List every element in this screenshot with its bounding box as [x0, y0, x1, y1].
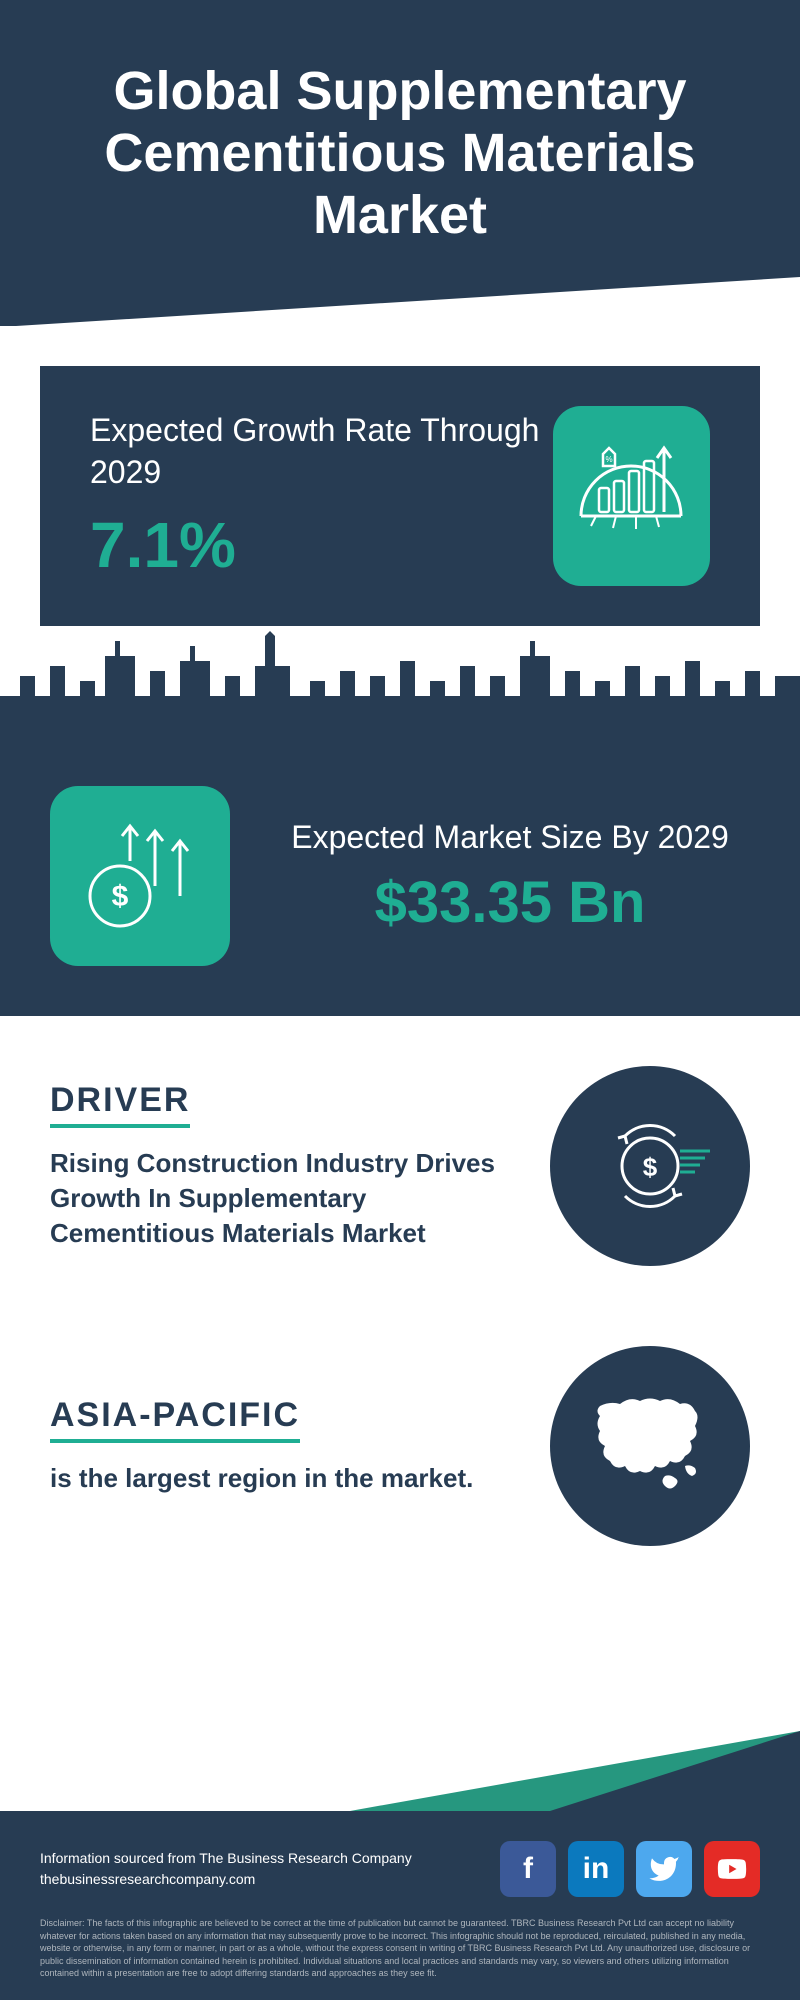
social-icons-row: f in [500, 1841, 760, 1897]
growth-value: 7.1% [90, 508, 553, 582]
source-line-1: Information sourced from The Business Re… [40, 1848, 412, 1869]
growth-text-block: Expected Growth Rate Through 2029 7.1% [90, 410, 553, 582]
market-dollar-icon: $ [50, 786, 230, 966]
source-line-2: thebusinessresearchcompany.com [40, 1869, 412, 1890]
linkedin-icon[interactable]: in [568, 1841, 624, 1897]
footer-triangle-navy [550, 1731, 800, 1811]
market-text-block: Expected Market Size By 2029 $33.35 Bn [270, 817, 750, 936]
footer: Information sourced from The Business Re… [0, 1811, 800, 2000]
driver-text-block: DRIVER Rising Construction Industry Driv… [50, 1081, 510, 1251]
market-label: Expected Market Size By 2029 [270, 817, 750, 859]
svg-text:$: $ [643, 1152, 658, 1182]
main-title: Global Supplementary Cementitious Materi… [40, 60, 760, 246]
header-triangle-decoration [0, 277, 800, 327]
twitter-icon[interactable] [636, 1841, 692, 1897]
market-size-section: $ Expected Market Size By 2029 $33.35 Bn [0, 746, 800, 1016]
growth-label: Expected Growth Rate Through 2029 [90, 410, 553, 493]
growth-chart-icon: % [553, 406, 710, 586]
svg-text:$: $ [112, 880, 129, 913]
market-value: $33.35 Bn [270, 869, 750, 936]
facebook-icon[interactable]: f [500, 1841, 556, 1897]
region-heading: ASIA-PACIFIC [50, 1396, 300, 1443]
driver-section: DRIVER Rising Construction Industry Driv… [0, 1016, 800, 1296]
region-body: is the largest region in the market. [50, 1461, 510, 1496]
disclaimer-text: Disclaimer: The facts of this infographi… [40, 1917, 760, 1980]
region-globe-icon [550, 1346, 750, 1546]
growth-rate-section: Expected Growth Rate Through 2029 7.1% % [40, 366, 760, 626]
driver-body: Rising Construction Industry Drives Grow… [50, 1146, 510, 1251]
driver-heading: DRIVER [50, 1081, 190, 1128]
youtube-icon[interactable] [704, 1841, 760, 1897]
region-section: ASIA-PACIFIC is the largest region in th… [0, 1296, 800, 1576]
region-text-block: ASIA-PACIFIC is the largest region in th… [50, 1396, 510, 1496]
footer-source-text: Information sourced from The Business Re… [40, 1848, 412, 1890]
header-banner: Global Supplementary Cementitious Materi… [0, 0, 800, 326]
driver-icon: $ [550, 1066, 750, 1266]
city-skyline-icon [0, 626, 800, 746]
skyline-divider [0, 626, 800, 746]
footer-top-row: Information sourced from The Business Re… [40, 1841, 760, 1897]
svg-text:%: % [606, 455, 613, 464]
